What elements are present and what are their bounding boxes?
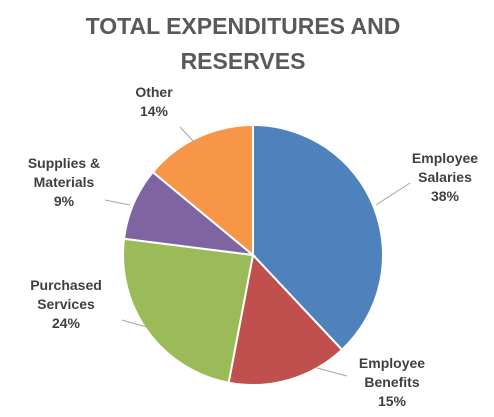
slice-value-label: 38% <box>431 188 460 204</box>
slice-value-label: 9% <box>54 193 75 209</box>
leader-line-supplies-and-materials <box>104 199 131 206</box>
pie-slice-purchased-services <box>122 237 255 384</box>
slice-category-label: Materials <box>34 174 95 190</box>
slice-label-supplies-and-materials: Supplies & Materials 9% <box>28 155 100 209</box>
slice-category-label: Benefits <box>364 374 419 390</box>
slice-label-employee-benefits: Employee Benefits 15% <box>359 355 425 409</box>
chart-title-line-2: RESERVES <box>181 48 306 74</box>
slice-category-label: Employee <box>359 355 425 371</box>
slice-labels: Employee Salaries 38% Employee Benefits 15% Pu… <box>28 84 478 409</box>
leader-line-employee-salaries <box>375 182 411 206</box>
pie-slices <box>122 123 384 386</box>
slice-value-label: 15% <box>378 393 407 409</box>
slice-category-label: Salaries <box>418 169 472 185</box>
pie-slice-employee-salaries <box>252 123 384 352</box>
leader-line-employee-benefits <box>316 367 348 377</box>
pie-slice-employee-benefits <box>227 252 344 386</box>
leader-lines <box>104 126 411 377</box>
slice-category-label: Other <box>135 84 173 100</box>
slice-category-label: Supplies & <box>28 155 100 171</box>
slice-value-label: 24% <box>52 315 81 331</box>
slice-label-employee-salaries: Employee Salaries 38% <box>412 150 478 204</box>
slice-value-label: 14% <box>140 103 169 119</box>
chart-title-line-1: TOTAL EXPENDITURES AND <box>86 13 401 39</box>
slice-category-label: Services <box>37 296 95 312</box>
slice-label-purchased-services: Purchased Services 24% <box>30 277 102 331</box>
leader-line-other <box>179 126 198 146</box>
pie-slice-other <box>151 123 254 258</box>
slice-category-label: Employee <box>412 150 478 166</box>
slice-label-other: Other 14% <box>135 84 173 119</box>
slice-category-label: Purchased <box>30 277 102 293</box>
leader-line-purchased-services <box>121 319 151 329</box>
